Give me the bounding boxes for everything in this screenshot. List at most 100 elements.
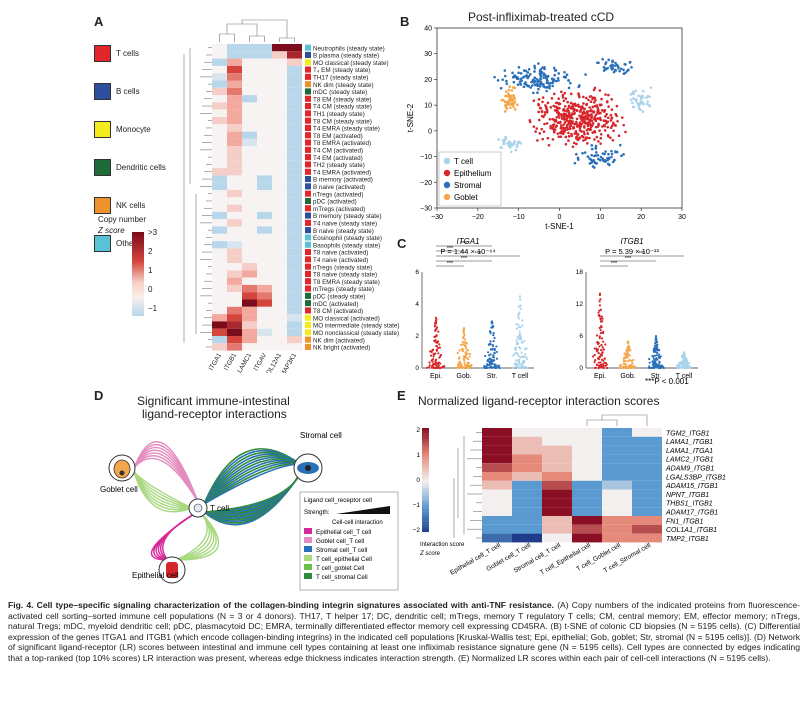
violin-point	[431, 358, 435, 361]
tsne-point	[535, 82, 539, 86]
tsne-point	[513, 140, 517, 143]
heatmap-a-row-label: MO intermediate (steady state)	[313, 323, 399, 330]
colorbar-step	[422, 467, 429, 470]
violin-point	[460, 343, 463, 346]
violin-point	[489, 340, 492, 343]
violin-point	[598, 309, 601, 312]
violin-group-label: T cell	[512, 373, 529, 380]
zscore-legend-subtitle: Z score	[98, 226, 125, 235]
heatmap-a-cell	[242, 87, 257, 96]
tsne-point	[588, 120, 591, 124]
violin-point	[438, 346, 441, 349]
tsne-point	[593, 130, 597, 134]
heatmap-a-cell	[227, 87, 242, 96]
violin-gene-right: ITGB1	[620, 237, 643, 246]
dendro-branch	[601, 414, 648, 426]
legend-label-2: Monocyte	[116, 125, 151, 134]
violin-point	[466, 349, 469, 352]
violin-point	[629, 366, 632, 370]
heatmap-a-cell	[227, 241, 242, 249]
tsne-point	[607, 116, 610, 120]
heatmap-a-cell	[257, 160, 272, 169]
tsne-point	[567, 111, 571, 115]
heatmap-e-cell	[602, 498, 632, 508]
heatmap-e-cell	[632, 480, 662, 490]
violin-point	[599, 329, 602, 332]
heatmap-a-row-label: mDC (activated)	[313, 301, 359, 308]
violin-point	[515, 363, 518, 366]
heatmap-a-cell	[227, 197, 242, 205]
heatmap-e-cell	[572, 480, 602, 490]
tsne-point	[601, 157, 604, 160]
tsne-point	[604, 62, 607, 66]
heatmap-a-cell	[242, 219, 257, 227]
violin-point	[523, 365, 526, 368]
violin-point	[460, 347, 464, 350]
tsne-point	[606, 125, 610, 129]
tsne-point	[524, 69, 528, 73]
heatmap-a: Neutrophils (steady state)B plasma (stea…	[183, 19, 399, 373]
tsne-point	[562, 128, 566, 131]
tsne-point	[559, 127, 563, 130]
row-color-chip	[305, 249, 311, 256]
tsne-point	[565, 126, 569, 129]
heatmap-a-cell	[212, 284, 227, 293]
heatmap-e-cell	[512, 498, 542, 508]
heatmap-a-cell	[272, 321, 287, 329]
heatmap-a-cell	[227, 160, 242, 169]
violin-point	[623, 359, 626, 363]
heatmap-a-cell	[272, 131, 287, 139]
tsne-point	[553, 73, 556, 77]
violin-point	[648, 366, 651, 370]
heatmap-a-col-label: LAMC1	[236, 352, 253, 373]
violin-point	[432, 355, 435, 358]
heatmap-e-cell	[542, 524, 572, 534]
row-color-chip	[305, 168, 311, 175]
violin-point	[515, 323, 518, 326]
heatmap-e-cell	[482, 480, 512, 490]
tsne-point	[642, 102, 645, 106]
tsne-point	[539, 80, 543, 84]
network-legend-swatch	[304, 537, 312, 543]
violin-point	[488, 357, 491, 360]
heatmap-a-cell	[257, 343, 272, 351]
violin-point	[486, 358, 489, 362]
heatmap-e-cell	[542, 436, 572, 446]
violin-point	[626, 347, 629, 350]
heatmap-a-cell	[212, 182, 227, 190]
violin-point	[490, 360, 493, 364]
violin-point	[429, 354, 433, 357]
heatmap-a-cell	[212, 58, 227, 66]
heatmap-a-cell	[272, 182, 287, 190]
tsne-point	[535, 77, 539, 81]
row-color-chip	[305, 322, 311, 329]
violin-point	[519, 347, 522, 350]
tsne-point	[592, 88, 596, 92]
heatmap-a-col-label: ITGAV	[253, 352, 269, 373]
heatmap-e-cell	[572, 463, 602, 472]
tsne-point	[546, 136, 550, 140]
row-color-chip	[305, 183, 311, 190]
violin-point	[462, 335, 465, 339]
violin-point	[624, 362, 627, 365]
tsne-point	[557, 135, 561, 138]
tsne-point	[540, 114, 544, 118]
row-color-chip	[305, 263, 311, 270]
tsne-point	[543, 122, 546, 126]
tsne-point	[602, 65, 606, 69]
heatmap-a-row-label: T8 CM (activated)	[313, 308, 363, 315]
tsne-point	[574, 129, 578, 133]
violin-point	[657, 348, 661, 351]
row-color-chip	[305, 44, 311, 51]
tsne-x-tick-label: −30	[431, 214, 443, 221]
violin-point	[465, 356, 468, 359]
sig-label: ***	[611, 261, 618, 267]
tsne-point	[626, 69, 629, 73]
sig-label: ***	[625, 256, 632, 262]
sig-label: ***	[475, 251, 482, 257]
heatmap-e-cell	[482, 489, 512, 499]
heatmap-a-cell	[212, 146, 227, 154]
violin-point	[492, 355, 495, 359]
tsne-point	[607, 58, 610, 62]
tsne-point	[581, 151, 584, 155]
